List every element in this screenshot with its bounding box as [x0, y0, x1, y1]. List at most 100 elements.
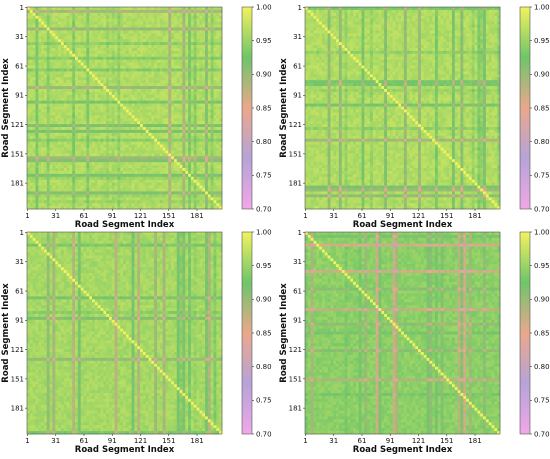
y-tick-label: 121: [289, 346, 302, 354]
y-tick-label: 1: [20, 4, 24, 12]
x-axis-label: Road Segment Index: [353, 220, 453, 230]
x-tick-label: 181: [468, 437, 481, 445]
y-tick-label: 151: [289, 150, 302, 158]
x-tick-label: 61: [358, 437, 367, 445]
x-tick-label: 91: [386, 437, 395, 445]
colorbar-tick-label: 0.70: [256, 205, 272, 213]
y-tick-label: 31: [293, 33, 302, 41]
heatmap-cells: [305, 7, 501, 210]
heatmap-panel-4: 1 31 61 91 121 151 181 1 31 61 91 121 151 181 Road Seg…: [279, 228, 550, 455]
colorbar-tick-label: 0.70: [534, 430, 550, 438]
colorbar-tick-label: 0.90: [534, 296, 550, 304]
x-tick-label: 151: [162, 437, 175, 445]
x-tick-label: 61: [80, 437, 89, 445]
colorbar-tick-label: 0.75: [256, 397, 272, 405]
colorbar-tick-label: 0.80: [256, 138, 272, 146]
x-axis-label: Road Segment Index: [75, 445, 175, 455]
y-tick-label: 61: [15, 62, 24, 70]
y-tick-label: 1: [298, 229, 302, 237]
colorbar-tick-label: 0.95: [256, 262, 272, 270]
colorbar-tick-label: 0.80: [534, 138, 550, 146]
y-tick-label: 1: [20, 229, 24, 237]
colorbar: 1.00 0.95 0.90 0.85 0.80 0.75 0.70: [519, 228, 550, 438]
y-tick-label: 151: [289, 375, 302, 383]
y-tick-label: 31: [293, 258, 302, 266]
x-tick-label: 31: [329, 212, 338, 220]
colorbar-tick-label: 0.75: [256, 172, 272, 180]
x-tick-label: 31: [51, 437, 60, 445]
colorbar: 1.00 0.95 0.90 0.85 0.80 0.75 0.70: [241, 228, 272, 438]
heatmap-panel-3: 1 31 61 91 121 151 181 1 31 61 91 121 151 181 Road Seg…: [1, 228, 272, 455]
colorbar-tick-label: 1.00: [534, 3, 550, 11]
x-tick-label: 1: [25, 212, 29, 220]
colorbar-tick-label: 0.90: [256, 71, 272, 79]
colorbar-tick-label: 0.70: [256, 430, 272, 438]
y-tick-label: 151: [11, 150, 24, 158]
x-tick-label: 1: [25, 437, 29, 445]
y-tick-label: 91: [293, 317, 302, 325]
y-tick-label: 121: [11, 346, 24, 354]
y-tick-label: 31: [15, 33, 24, 41]
colorbar-tick-label: 0.90: [256, 296, 272, 304]
colorbar-tick-label: 0.75: [534, 172, 550, 180]
heatmap-cells: [27, 232, 223, 435]
x-tick-label: 121: [412, 437, 425, 445]
y-tick-label: 151: [11, 375, 24, 383]
x-tick-label: 31: [329, 437, 338, 445]
y-tick-label: 91: [15, 92, 24, 100]
heatmap-panel-1: 1 31 61 91 121 151 181 1 31 61 91 121 151 181 Road Seg…: [1, 3, 272, 230]
colorbar-tick-label: 0.85: [256, 329, 272, 337]
x-tick-label: 91: [108, 437, 117, 445]
x-axis-label: Road Segment Index: [353, 445, 453, 455]
x-tick-label: 181: [190, 212, 203, 220]
y-axis-label: Road Segment Index: [1, 283, 11, 383]
y-tick-label: 181: [289, 180, 302, 188]
y-tick-label: 181: [11, 405, 24, 413]
y-tick-label: 91: [15, 317, 24, 325]
heatmap-cells: [305, 232, 501, 435]
colorbar: 1.00 0.95 0.90 0.85 0.80 0.75 0.70: [519, 3, 550, 213]
y-tick-label: 181: [289, 405, 302, 413]
y-tick-label: 61: [293, 287, 302, 295]
x-tick-label: 91: [386, 212, 395, 220]
x-tick-label: 151: [440, 212, 453, 220]
x-tick-label: 151: [440, 437, 453, 445]
heatmap-panel-2: 1 31 61 91 121 151 181 1 31 61 91 121 151 181 Road Seg…: [279, 3, 550, 230]
y-tick-label: 31: [15, 258, 24, 266]
colorbar-tick-label: 0.95: [534, 37, 550, 45]
y-axis-label: Road Segment Index: [279, 283, 289, 383]
x-tick-label: 121: [134, 212, 147, 220]
colorbar-tick-label: 0.95: [534, 262, 550, 270]
y-tick-label: 61: [293, 62, 302, 70]
y-tick-label: 1: [298, 4, 302, 12]
x-tick-label: 31: [51, 212, 60, 220]
colorbar: 1.00 0.95 0.90 0.85 0.80 0.75 0.70: [241, 3, 272, 213]
y-axis-label: Road Segment Index: [279, 58, 289, 158]
heatmap-cells: [27, 7, 223, 210]
colorbar-tick-label: 0.95: [256, 37, 272, 45]
x-tick-label: 61: [358, 212, 367, 220]
x-tick-label: 1: [303, 437, 307, 445]
x-tick-label: 91: [108, 212, 117, 220]
y-axis-label: Road Segment Index: [1, 58, 11, 158]
colorbar-tick-label: 0.85: [534, 104, 550, 112]
x-tick-label: 181: [190, 437, 203, 445]
x-tick-label: 1: [303, 212, 307, 220]
x-tick-label: 181: [468, 212, 481, 220]
colorbar-tick-label: 0.80: [534, 363, 550, 371]
colorbar-tick-label: 0.85: [256, 104, 272, 112]
x-tick-label: 121: [412, 212, 425, 220]
colorbar-tick-label: 0.90: [534, 71, 550, 79]
colorbar-tick-label: 0.85: [534, 329, 550, 337]
colorbar-tick-label: 1.00: [256, 228, 272, 236]
x-axis-label: Road Segment Index: [75, 220, 175, 230]
y-tick-label: 91: [293, 92, 302, 100]
y-tick-label: 181: [11, 180, 24, 188]
y-tick-label: 121: [289, 121, 302, 129]
y-tick-label: 121: [11, 121, 24, 129]
colorbar-tick-label: 1.00: [256, 3, 272, 11]
colorbar-tick-label: 1.00: [534, 228, 550, 236]
colorbar-tick-label: 0.80: [256, 363, 272, 371]
y-tick-label: 61: [15, 287, 24, 295]
